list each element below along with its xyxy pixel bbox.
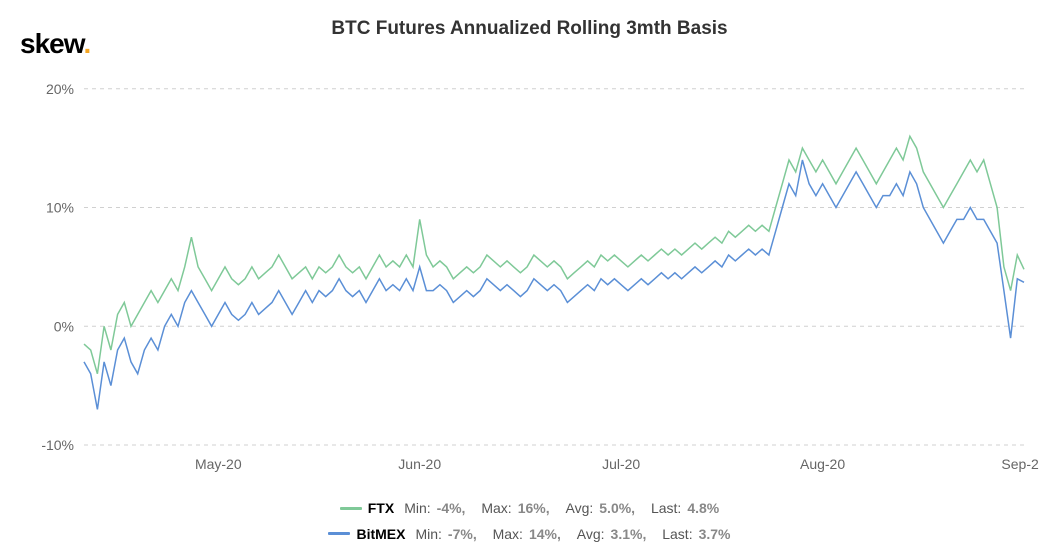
y-axis-label: 0% <box>54 318 74 334</box>
chart-legend: FTX Min: -4%, Max: 16%, Avg: 5.0%, Last:… <box>0 494 1059 545</box>
legend-series-name: BitMEX <box>356 523 405 545</box>
legend-row-ftx: FTX Min: -4%, Max: 16%, Avg: 5.0%, Last:… <box>340 497 720 519</box>
legend-stat-avg-value: 5.0%, <box>599 497 635 519</box>
legend-stat-min-value: -4%, <box>437 497 466 519</box>
legend-stat-avg-label: Avg: <box>566 497 594 519</box>
chart-svg: -10% 0% 10% 20% May-20 Jun-20 Jul-20 Aug-20 Sep-… <box>20 65 1039 485</box>
legend-stat-max-value: 14%, <box>529 523 561 545</box>
legend-stat-avg-value: 3.1%, <box>611 523 647 545</box>
x-axis-label: Jun-20 <box>398 456 441 472</box>
y-axis-label: 10% <box>46 200 74 216</box>
chart-title: BTC Futures Annualized Rolling 3mth Basi… <box>0 18 1059 40</box>
legend-stat-max-value: 16%, <box>518 497 550 519</box>
legend-swatch-icon <box>340 507 362 510</box>
x-axis-label: Jul-20 <box>602 456 640 472</box>
series-line-bitmex <box>84 160 1024 409</box>
legend-stat-max-label: Max: <box>493 523 523 545</box>
y-axis-label: -10% <box>41 437 74 453</box>
x-axis-label: Aug-20 <box>800 456 845 472</box>
series-line-ftx <box>84 136 1024 373</box>
legend-stat-min-value: -7%, <box>448 523 477 545</box>
legend-stat-last-label: Last: <box>662 523 692 545</box>
legend-stat-min-label: Min: <box>404 497 430 519</box>
y-axis-label: 20% <box>46 81 74 97</box>
legend-series-name: FTX <box>368 497 394 519</box>
legend-stat-last-value: 4.8% <box>687 497 719 519</box>
legend-swatch-icon <box>328 532 350 535</box>
x-axis-label: May-20 <box>195 456 242 472</box>
legend-stat-min-label: Min: <box>415 523 441 545</box>
legend-stat-avg-label: Avg: <box>577 523 605 545</box>
legend-stat-max-label: Max: <box>481 497 511 519</box>
legend-stat-last-value: 3.7% <box>699 523 731 545</box>
x-axis-label: Sep-20 <box>1001 456 1039 472</box>
chart-plot-area: -10% 0% 10% 20% May-20 Jun-20 Jul-20 Aug-20 Sep-… <box>20 65 1039 485</box>
legend-stat-last-label: Last: <box>651 497 681 519</box>
legend-row-bitmex: BitMEX Min: -7%, Max: 14%, Avg: 3.1%, La… <box>328 523 730 545</box>
